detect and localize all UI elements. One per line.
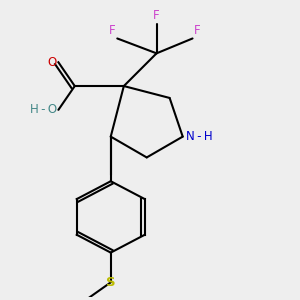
Text: F: F — [194, 24, 201, 37]
Text: F: F — [109, 24, 116, 37]
Text: O: O — [47, 56, 57, 69]
Text: S: S — [106, 276, 116, 289]
Text: N - H: N - H — [186, 130, 213, 143]
Text: F: F — [153, 9, 160, 22]
Text: H - O: H - O — [30, 103, 57, 116]
